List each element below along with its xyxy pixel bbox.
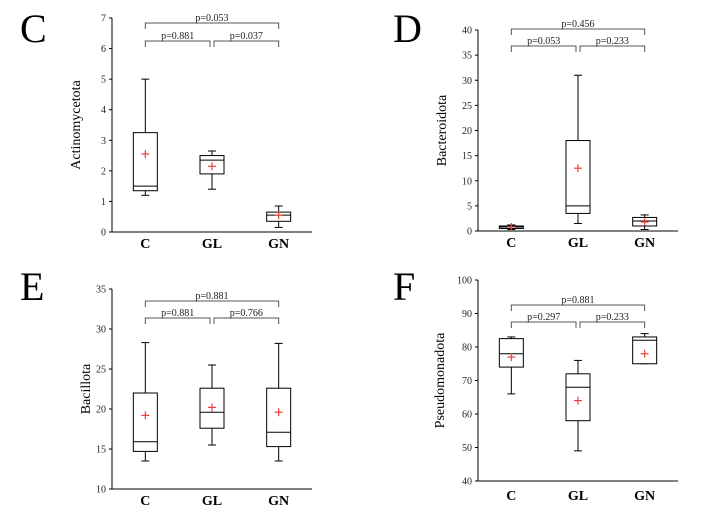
significance-bracket: [579, 45, 646, 52]
category-label: GN: [268, 237, 289, 252]
y-tick-label: 3: [101, 136, 106, 147]
y-tick-label: 20: [462, 126, 472, 137]
iqr-box: [498, 338, 524, 368]
box-c: [498, 336, 524, 395]
iqr-box: [132, 132, 158, 192]
significance-bracket: [579, 321, 646, 328]
y-tick-label: 20: [96, 405, 106, 416]
category-label: GN: [634, 236, 655, 251]
significance-bracket: [510, 28, 646, 35]
iqr-box: [565, 140, 591, 214]
p-value-label: p=0.766: [230, 308, 263, 319]
significance-bracket: [213, 317, 280, 324]
significance-bracket: [213, 40, 280, 47]
y-tick-label: 10: [96, 485, 106, 496]
p-value-label: p=0.053: [527, 36, 560, 47]
y-tick-label: 35: [462, 51, 472, 62]
significance-bracket: [510, 321, 577, 328]
box-gn: [632, 333, 658, 365]
y-tick-label: 15: [462, 151, 472, 162]
p-value-label: p=0.037: [230, 31, 263, 42]
category-label: C: [506, 236, 516, 251]
y-tick-label: 50: [462, 443, 472, 454]
box-c: [132, 342, 158, 462]
p-value-label: p=0.881: [161, 308, 194, 319]
y-tick-label: 100: [457, 276, 472, 287]
box-gn: [266, 342, 292, 462]
p-value-label: p=0.297: [527, 312, 560, 323]
significance-bracket: [144, 22, 280, 29]
y-tick-label: 15: [96, 445, 106, 456]
p-value-label: p=0.233: [596, 36, 629, 47]
iqr-box: [132, 392, 158, 452]
category-label: GN: [634, 489, 655, 504]
p-value-label: p=0.053: [195, 13, 228, 24]
y-tick-label: 2: [101, 166, 106, 177]
category-label: C: [140, 494, 150, 509]
p-value-label: p=0.881: [161, 31, 194, 42]
p-value-label: p=0.233: [596, 312, 629, 323]
y-tick-label: 7: [101, 14, 106, 25]
p-value-label: p=0.881: [195, 291, 228, 302]
significance-bracket: [144, 300, 280, 307]
panel-letter: E: [20, 264, 44, 309]
y-axis-title: Bacillota: [79, 363, 94, 414]
y-tick-label: 25: [96, 365, 106, 376]
box-c: [498, 222, 524, 231]
y-tick-label: 4: [101, 105, 106, 116]
y-tick-label: 40: [462, 26, 472, 37]
y-tick-label: 0: [467, 227, 472, 238]
y-tick-label: 0: [101, 228, 106, 239]
significance-bracket: [510, 45, 577, 52]
panel-letter: C: [20, 6, 47, 51]
y-tick-label: 30: [462, 76, 472, 87]
y-tick-label: 80: [462, 343, 472, 354]
y-tick-label: 60: [462, 410, 472, 421]
y-axis-title: Bacteroidota: [435, 94, 450, 166]
category-label: GL: [202, 237, 222, 252]
y-tick-label: 90: [462, 309, 472, 320]
significance-bracket: [510, 304, 646, 311]
box-gl: [199, 150, 225, 190]
category-label: GL: [568, 236, 588, 251]
category-label: C: [140, 237, 150, 252]
category-label: C: [506, 489, 516, 504]
y-tick-label: 1: [101, 197, 106, 208]
p-value-label: p=0.456: [561, 19, 594, 30]
iqr-box: [266, 387, 292, 448]
significance-bracket: [144, 40, 211, 47]
category-label: GN: [268, 494, 289, 509]
panel-f: F 40 50 60 70 80 90 100 Pseudomonadota C GL GN p=0.2…: [393, 264, 678, 504]
y-tick-label: 6: [101, 44, 106, 55]
box-c: [132, 78, 158, 196]
y-tick-label: 10: [462, 176, 472, 187]
panel-letter: D: [393, 6, 422, 51]
box-gl: [565, 359, 591, 452]
box-gn: [632, 214, 658, 230]
y-tick-label: 70: [462, 376, 472, 387]
y-tick-label: 40: [462, 477, 472, 488]
panel-letter: F: [393, 264, 415, 309]
box-gl: [199, 364, 225, 446]
category-label: GL: [202, 494, 222, 509]
panel-d: D 0 5 10 15 20 25 30 35 40 Bacteroidota C GL GN p=0.05…: [393, 6, 678, 251]
y-tick-label: 35: [96, 285, 106, 296]
box-gl: [565, 74, 591, 224]
y-tick-label: 5: [467, 201, 472, 212]
y-tick-label: 25: [462, 101, 472, 112]
p-value-label: p=0.881: [561, 295, 594, 306]
significance-bracket: [144, 317, 211, 324]
y-axis-title: Actinomycetota: [69, 80, 84, 170]
box-gn: [266, 205, 292, 228]
y-tick-label: 5: [101, 75, 106, 86]
category-label: GL: [568, 489, 588, 504]
y-axis-title: Pseudomonadota: [433, 332, 448, 428]
y-tick-label: 30: [96, 325, 106, 336]
